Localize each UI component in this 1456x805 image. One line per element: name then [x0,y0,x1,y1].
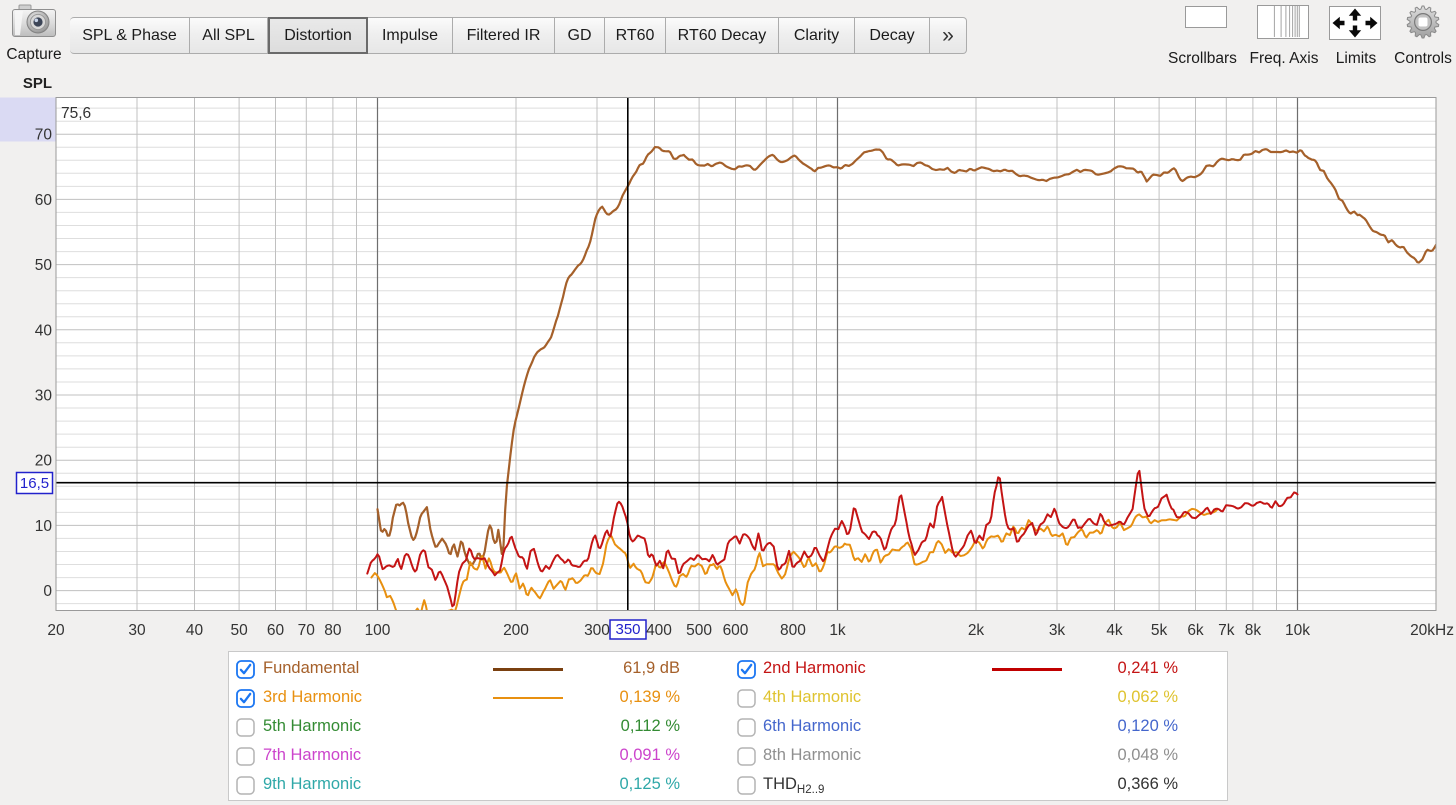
svg-text:8k: 8k [1245,622,1262,639]
svg-text:7k: 7k [1218,622,1235,639]
svg-text:SPL: SPL [23,75,52,92]
svg-text:10k: 10k [1285,622,1310,639]
svg-text:20: 20 [35,453,53,470]
svg-text:16,5: 16,5 [20,475,49,492]
svg-text:70: 70 [35,127,53,144]
svg-text:20kHz: 20kHz [1410,622,1454,639]
svg-text:350: 350 [615,621,640,638]
svg-text:40: 40 [186,622,204,639]
svg-text:200: 200 [503,622,529,639]
svg-text:30: 30 [35,388,53,405]
svg-text:1k: 1k [829,622,846,639]
svg-text:800: 800 [780,622,806,639]
svg-text:500: 500 [686,622,712,639]
svg-text:50: 50 [35,257,53,274]
svg-text:80: 80 [324,622,342,639]
svg-text:30: 30 [128,622,146,639]
svg-text:0: 0 [43,583,52,600]
svg-text:3k: 3k [1049,622,1066,639]
svg-text:40: 40 [35,322,53,339]
svg-text:50: 50 [230,622,248,639]
svg-text:70: 70 [298,622,316,639]
svg-text:100: 100 [365,622,391,639]
svg-text:6k: 6k [1187,622,1204,639]
svg-text:75,6: 75,6 [61,105,91,122]
svg-text:20: 20 [47,622,65,639]
svg-text:300: 300 [584,622,610,639]
svg-text:5k: 5k [1151,622,1168,639]
svg-text:10: 10 [35,518,53,535]
svg-text:60: 60 [267,622,285,639]
svg-text:4k: 4k [1106,622,1123,639]
svg-text:400: 400 [646,622,672,639]
svg-text:60: 60 [35,192,53,209]
svg-text:2k: 2k [968,622,985,639]
svg-text:600: 600 [723,622,749,639]
